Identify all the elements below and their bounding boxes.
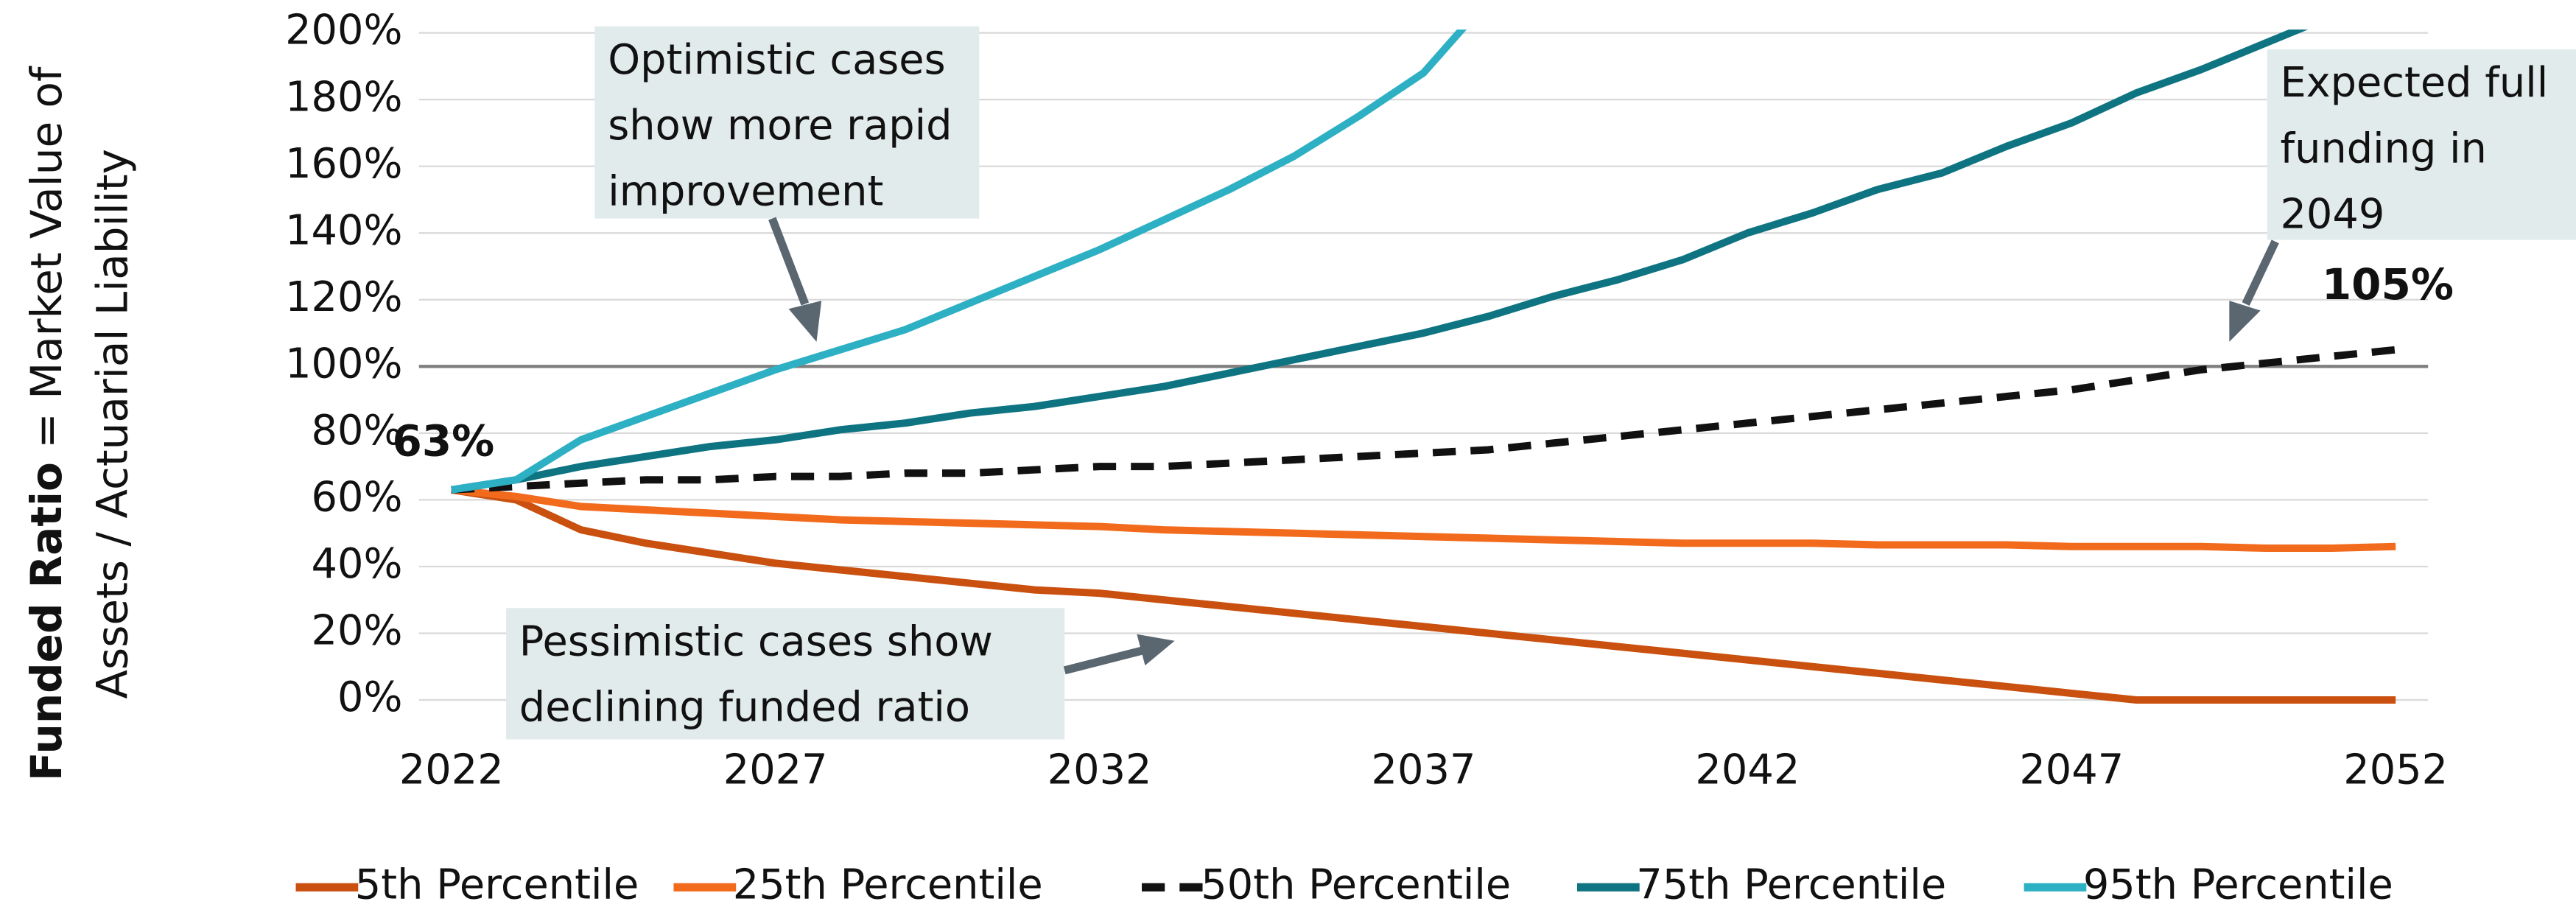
y-tick-label: 200% — [285, 7, 402, 55]
y-axis-label-bold: Funded Ratio — [21, 462, 71, 781]
y-tick-label: 180% — [285, 73, 402, 121]
arrows — [768, 217, 2279, 675]
x-tick-label: 2042 — [1695, 746, 1800, 794]
annotation-text: Expected full — [2280, 59, 2548, 107]
y-tick-label: 0% — [337, 673, 402, 721]
annotation-text: Optimistic cases — [608, 36, 945, 84]
y-axis-label: Funded Ratio = Market Value of — [21, 66, 71, 781]
data-label: 63% — [392, 416, 494, 466]
legend-label: 5th Percentile — [355, 861, 639, 907]
arrow — [2242, 239, 2279, 306]
arrow-head — [788, 301, 822, 342]
y-tick-label: 60% — [312, 474, 403, 522]
series-line — [451, 29, 2309, 494]
x-tick-label: 2047 — [2019, 746, 2124, 794]
annotation-text: funding in — [2280, 125, 2486, 172]
annotation-text: declining funded ratio — [519, 684, 970, 732]
x-tick-label: 2022 — [399, 746, 504, 794]
annotation-box — [2267, 49, 2576, 240]
series-line — [451, 486, 2396, 704]
x-tick-label: 2037 — [1372, 746, 1476, 794]
annotation-box — [505, 608, 1065, 740]
annotation-text: 2049 — [2280, 191, 2384, 239]
series-line — [451, 29, 1467, 494]
series-line — [451, 486, 2396, 553]
y-axis-label-part: = Market Value of — [21, 66, 71, 462]
arrow — [1063, 646, 1143, 675]
annotations: Optimistic cases show more rapid improveme… — [505, 26, 2576, 740]
grid: 0% 20% 40% 60% 80% 100% 120% 140% 160% 180% 200% 20… — [285, 7, 2448, 794]
legend-label: 75th Percentile — [1636, 861, 1946, 907]
lines — [451, 29, 2396, 704]
y-tick-label: 100% — [285, 340, 402, 388]
y-tick-label: 80% — [312, 407, 403, 455]
y-tick-label: 120% — [285, 273, 402, 321]
series-line — [451, 346, 2396, 494]
x-tick-label: 2052 — [2343, 746, 2448, 794]
y-axis-label-line: Assets / Actuarial Liability — [87, 149, 137, 699]
y-tick-label: 140% — [285, 206, 402, 254]
legend-label: 95th Percentile — [2083, 861, 2393, 907]
annotation-text: show more rapid — [608, 102, 952, 150]
y-tick-label: 160% — [285, 140, 402, 188]
annotation-box — [594, 26, 980, 219]
y-tick-label: 20% — [312, 607, 403, 655]
legend-label: 50th Percentile — [1201, 861, 1511, 907]
arrow — [768, 217, 810, 306]
x-tick-label: 2027 — [723, 746, 828, 794]
annotation-text: improvement — [608, 167, 883, 215]
arrow-head — [2229, 301, 2261, 342]
data-label: 105% — [2322, 259, 2454, 309]
x-tick-label: 2032 — [1047, 746, 1152, 794]
annotation-text: Pessimistic cases show — [519, 617, 993, 665]
legend: 5th Percentile 25th Percentile 50th Percen… — [295, 861, 2393, 907]
y-tick-label: 40% — [312, 540, 403, 588]
arrow-head — [1137, 634, 1175, 666]
legend-label: 25th Percentile — [733, 861, 1043, 907]
